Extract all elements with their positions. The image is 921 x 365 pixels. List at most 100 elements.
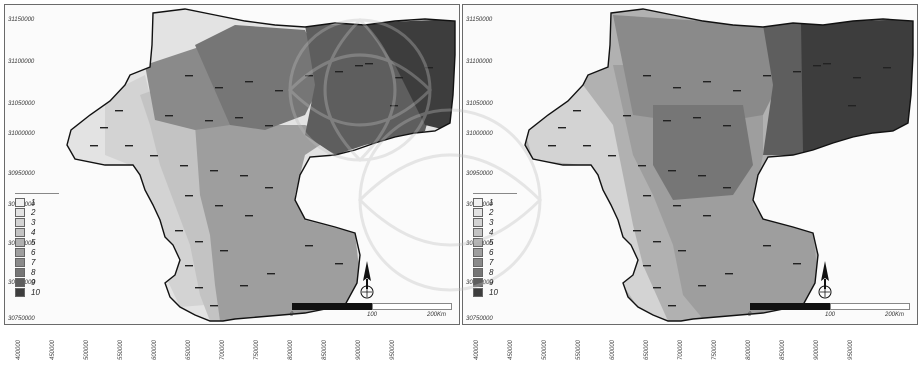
legend-swatch <box>473 287 483 297</box>
legend-label: 3 <box>489 217 494 227</box>
x-tick-label: 650000 <box>186 339 192 360</box>
legend-swatch <box>473 257 483 267</box>
station-marker <box>175 230 183 232</box>
station-marker <box>355 65 363 67</box>
station-marker <box>673 205 681 207</box>
x-tick-label: 950000 <box>390 339 396 360</box>
station-marker <box>723 187 731 189</box>
legend-item: 2 <box>15 207 61 217</box>
legend-label: 6 <box>31 247 36 257</box>
x-tick-label: 850000 <box>780 339 786 360</box>
legend-item: 10 <box>473 287 519 297</box>
legend-swatch <box>473 247 483 257</box>
legend-item: 7 <box>473 257 519 267</box>
scale-white-segment <box>830 303 910 310</box>
zone-class-7 <box>613 15 783 125</box>
x-tick-label: 650000 <box>644 339 650 360</box>
y-tick-label: 30950000 <box>8 171 35 177</box>
legend-item: 4 <box>15 227 61 237</box>
station-marker <box>215 87 223 89</box>
station-marker <box>245 81 253 83</box>
legend-label: 9 <box>31 277 36 287</box>
legend-label: 5 <box>31 237 36 247</box>
legend-item: 5 <box>15 237 61 247</box>
legend-label: 8 <box>31 267 36 277</box>
scale-label-0: 0 <box>748 312 752 318</box>
x-tick-label: 700000 <box>220 339 226 360</box>
station-marker <box>185 75 193 77</box>
x-tick-label: 900000 <box>814 339 820 360</box>
legend-swatch <box>15 287 25 297</box>
legend-item: 9 <box>473 277 519 287</box>
x-tick-label: 500000 <box>84 339 90 360</box>
legend-item: 7 <box>15 257 61 267</box>
scale-white-segment <box>372 303 452 310</box>
legend-item: 6 <box>15 247 61 257</box>
scale-label-100: 100 <box>825 312 836 318</box>
legend-item: 9 <box>15 277 61 287</box>
station-marker <box>165 115 173 117</box>
y-tick-label: 31100000 <box>8 59 35 65</box>
scale-black-segment <box>750 303 830 310</box>
legend-label: 4 <box>31 227 36 237</box>
station-marker <box>668 305 676 307</box>
station-marker <box>698 175 706 177</box>
scale-label-200km: 200Km <box>885 312 905 318</box>
station-marker <box>643 195 651 197</box>
station-marker <box>848 105 856 107</box>
station-marker <box>195 287 203 289</box>
station-marker <box>723 125 731 127</box>
station-marker <box>703 81 711 83</box>
station-marker <box>205 120 213 122</box>
zone-class-4 <box>140 75 230 321</box>
station-marker <box>115 110 123 112</box>
station-marker <box>185 265 193 267</box>
legend-swatch <box>473 197 483 207</box>
legend-item: 1 <box>15 197 61 207</box>
station-marker <box>653 241 661 243</box>
station-marker <box>150 155 158 157</box>
x-tick-label: 500000 <box>542 339 548 360</box>
legend: 1 2 3 4 5 6 7 8 9 10 <box>15 193 61 297</box>
station-marker <box>215 205 223 207</box>
x-tick-label: 900000 <box>356 339 362 360</box>
station-marker <box>883 67 891 69</box>
scale-black-segment <box>292 303 372 310</box>
x-tick-label: 800000 <box>288 339 294 360</box>
legend-swatch <box>15 207 25 217</box>
y-tick-label: 30750000 <box>466 316 493 322</box>
legend-item: 2 <box>473 207 519 217</box>
station-marker <box>395 77 403 79</box>
legend-swatch <box>473 227 483 237</box>
station-marker <box>638 165 646 167</box>
scale-label-100: 100 <box>367 312 378 318</box>
station-marker <box>220 250 228 252</box>
legend-item: 8 <box>473 267 519 277</box>
legend-item: 8 <box>15 267 61 277</box>
y-tick-label: 31150000 <box>466 17 493 23</box>
legend-item: 4 <box>473 227 519 237</box>
y-tick-label: 31050000 <box>466 101 493 107</box>
x-tick-label: 800000 <box>746 339 752 360</box>
legend-label: 2 <box>31 207 36 217</box>
station-marker <box>673 87 681 89</box>
zone-class-8 <box>653 105 753 200</box>
north-arrow-icon <box>817 261 833 306</box>
legend-label: 4 <box>489 227 494 237</box>
legend-label: 9 <box>489 277 494 287</box>
legend-label: 7 <box>31 257 36 267</box>
station-marker <box>573 110 581 112</box>
legend-item: 3 <box>15 217 61 227</box>
station-marker <box>235 117 243 119</box>
legend-label: 3 <box>31 217 36 227</box>
y-tick-label: 31000000 <box>466 131 493 137</box>
station-marker <box>180 165 188 167</box>
legend-label: 10 <box>31 287 40 297</box>
station-marker <box>548 145 556 147</box>
station-marker <box>703 215 711 217</box>
legend-swatch <box>15 277 25 287</box>
legend-swatch <box>15 247 25 257</box>
legend-item: 6 <box>473 247 519 257</box>
station-marker <box>245 215 253 217</box>
